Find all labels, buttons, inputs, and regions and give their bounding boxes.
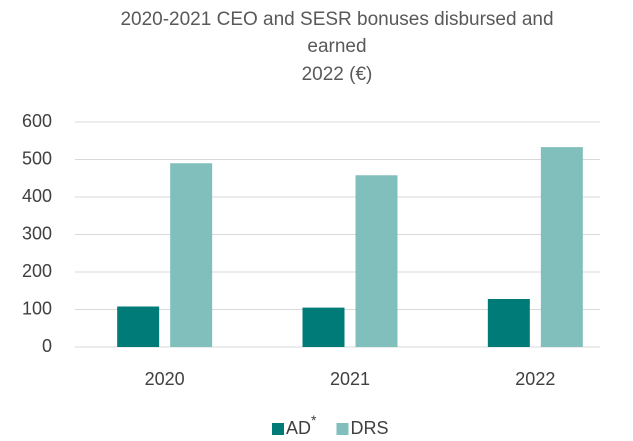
chart-title: 2020-2021 CEO and SESR bonuses disbursed… — [120, 9, 553, 30]
x-tick-label: 2021 — [330, 369, 370, 389]
bar — [355, 175, 398, 347]
chart-title: earned — [307, 36, 366, 57]
bar — [487, 299, 530, 347]
y-tick-label: 600 — [22, 111, 52, 131]
y-tick-label: 300 — [22, 223, 52, 243]
legend-swatch — [272, 423, 284, 435]
y-tick-label: 200 — [22, 261, 52, 281]
chart-title: 2022 (€) — [302, 64, 373, 85]
bar — [540, 147, 583, 347]
legend-label: AD* — [286, 412, 317, 438]
y-tick-label: 100 — [22, 298, 52, 318]
x-tick-label: 2020 — [145, 369, 185, 389]
y-tick-label: 400 — [22, 186, 52, 206]
bar — [117, 306, 160, 347]
legend-label: DRS — [350, 418, 388, 438]
y-tick-label: 500 — [22, 148, 52, 168]
x-tick-label: 2022 — [515, 369, 555, 389]
bar — [302, 307, 345, 347]
bar — [170, 163, 213, 347]
legend-swatch — [336, 423, 349, 435]
y-tick-label: 0 — [42, 336, 52, 356]
